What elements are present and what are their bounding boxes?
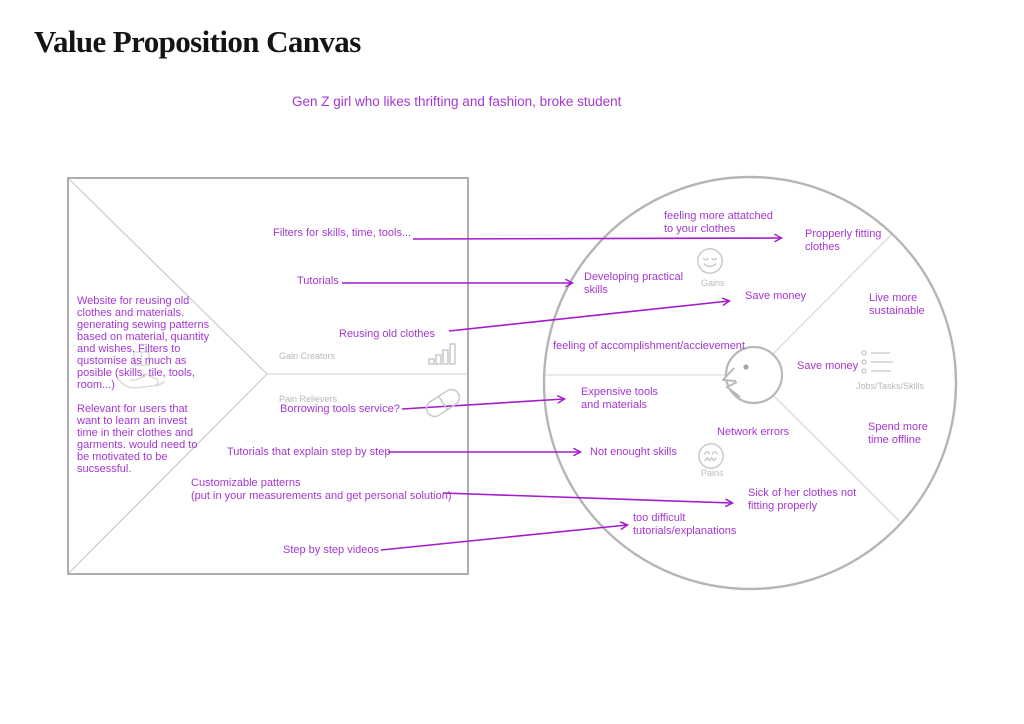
job-spend-offline: Spend more time offline <box>868 421 928 446</box>
gain-developing-skills: Developing practical skills <box>584 271 684 296</box>
gain-feeling-attached: feeling more attatched to your clothes <box>664 210 773 235</box>
customer-profile-circle <box>542 175 958 591</box>
hand-gift-icon <box>117 351 165 389</box>
value-map-square <box>67 177 469 575</box>
head-profile-icon <box>722 345 784 405</box>
products-services-note: Website for reusing old clothes and mate… <box>77 295 210 475</box>
persona-subtitle: Gen Z girl who likes thrifting and fashi… <box>292 94 622 109</box>
pill-icon <box>425 388 461 418</box>
gains-label: Gains <box>701 278 725 288</box>
note-filters: Filters for skills, time, tools... <box>273 227 412 239</box>
note-tutorials-step-by-step: Tutorials that explain step by step <box>227 446 391 458</box>
sad-face-icon <box>698 443 724 469</box>
note-borrowing-tools: Borrowing tools service? <box>280 403 400 415</box>
note-step-by-step-videos: Step by step videos <box>283 544 380 556</box>
pains-label: Pains <box>701 468 724 478</box>
note-reusing-old-clothes: Reusing old clothes <box>339 328 436 340</box>
gain-accomplishment: feeling of accomplishment/accievement <box>553 340 745 352</box>
jobs-tasks-skills-label: Jobs/Tasks/Skills <box>856 381 925 391</box>
bar-chart-icon <box>428 343 456 365</box>
arrow-reusing-to-save-money <box>448 301 729 332</box>
page-title: Value Proposition Canvas <box>34 24 361 59</box>
gain-save-money: Save money <box>745 290 807 302</box>
gain-properly-fitting: Propperly fitting clothes <box>805 228 882 253</box>
job-save-money: Save money <box>797 360 859 372</box>
pain-expensive-tools: Expensive tools and materials <box>581 386 659 411</box>
connector-arrows <box>342 238 781 551</box>
arrow-patterns-to-fitting-pain <box>442 492 732 503</box>
smiley-face-icon <box>697 248 723 274</box>
arrow-videos-to-difficult-pain <box>380 525 627 551</box>
pain-not-enough-skills: Not enought skills <box>590 446 677 458</box>
pain-too-difficult: too difficult tutorials/explanations <box>633 512 737 537</box>
note-tutorials: Tutorials <box>297 275 339 287</box>
arrow-borrowing-to-expensive-tools <box>401 399 564 410</box>
job-live-sustainable: Live more sustainable <box>869 292 925 317</box>
pain-relievers-label: Pain Relievers <box>279 394 338 404</box>
gain-creators-label: Gain Creators <box>279 351 336 361</box>
arrow-filters-to-gains <box>412 238 781 239</box>
note-customizable-patterns: Customizable patterns (put in your measu… <box>191 477 452 502</box>
pain-sick-of-clothes: Sick of her clothes not fitting properly <box>748 487 857 512</box>
pain-network-errors: Network errors <box>717 426 790 438</box>
checklist-icon <box>861 350 893 374</box>
